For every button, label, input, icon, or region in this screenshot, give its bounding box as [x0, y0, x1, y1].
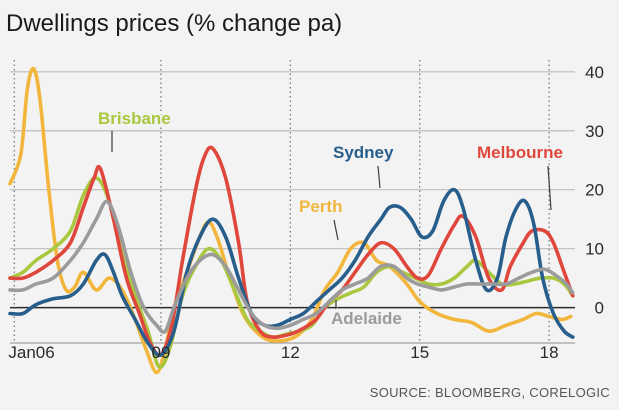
- chart-title: Dwellings prices (% change pa): [6, 10, 342, 37]
- y-tick-label-10: 10: [585, 240, 604, 259]
- x-tick-label-0: Jan06: [8, 343, 54, 362]
- y-tick-label-40: 40: [585, 63, 604, 82]
- axis-labels: 0 10 20 30 40 Jan06 09 12 15 18: [8, 63, 604, 362]
- y-tick-label-0: 0: [595, 299, 604, 318]
- series-line-melbourne: [8, 145, 575, 358]
- x-tick-label-4: 18: [540, 343, 559, 362]
- series-label-melbourne: Melbourne: [477, 143, 563, 162]
- series-label-adelaide: Adelaide: [331, 309, 402, 328]
- x-tick-label-2: 12: [281, 343, 300, 362]
- y-tick-label-20: 20: [585, 181, 604, 200]
- annotation-leader-perth: [333, 219, 339, 241]
- series-label-sydney: Sydney: [333, 143, 394, 162]
- x-tick-label-3: 15: [410, 343, 429, 362]
- annotation-leader-sydney: [377, 165, 381, 189]
- series-annotations: Brisbane Sydney Melbourne Perth Adelaide: [96, 107, 565, 330]
- annotation-leader-melbourne: [547, 165, 552, 211]
- series-line-adelaide: [8, 199, 575, 334]
- source-note: SOURCE: BLOOMBERG, CORELOGIC: [370, 385, 610, 400]
- series-label-brisbane: Brisbane: [98, 109, 171, 128]
- series-label-perth: Perth: [299, 197, 342, 216]
- series-line-sydney: [8, 187, 575, 357]
- y-tick-label-30: 30: [585, 122, 604, 141]
- x-tick-label-1: 09: [151, 343, 170, 362]
- series-lines: [8, 66, 575, 375]
